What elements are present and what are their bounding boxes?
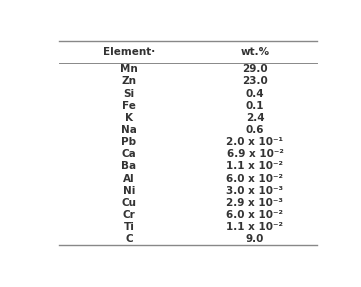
Text: 2.9 x 10⁻³: 2.9 x 10⁻³ (226, 198, 283, 208)
Text: 29.0: 29.0 (242, 64, 268, 74)
Text: 6.0 x 10⁻²: 6.0 x 10⁻² (226, 174, 283, 184)
Text: Cr: Cr (123, 210, 135, 220)
Text: 0.6: 0.6 (246, 125, 264, 135)
Text: Al: Al (123, 174, 135, 184)
Text: 1.1 x 10⁻²: 1.1 x 10⁻² (226, 222, 283, 232)
Text: Zn: Zn (122, 76, 136, 86)
Text: Fe: Fe (122, 101, 136, 111)
Text: 23.0: 23.0 (242, 76, 268, 86)
Text: Ni: Ni (123, 186, 135, 196)
Text: 6.9 x 10⁻²: 6.9 x 10⁻² (226, 149, 283, 159)
Text: K: K (125, 113, 133, 123)
Text: 9.0: 9.0 (246, 234, 264, 245)
Text: 0.1: 0.1 (246, 101, 264, 111)
Text: Mn: Mn (120, 64, 138, 74)
Text: Si: Si (123, 89, 135, 98)
Text: Ba: Ba (122, 162, 136, 171)
Text: 3.0 x 10⁻³: 3.0 x 10⁻³ (226, 186, 283, 196)
Text: wt.%: wt.% (240, 47, 270, 57)
Text: 2.4: 2.4 (245, 113, 264, 123)
Text: 6.0 x 10⁻²: 6.0 x 10⁻² (226, 210, 283, 220)
Text: 2.0 x 10⁻¹: 2.0 x 10⁻¹ (226, 137, 283, 147)
Text: Ca: Ca (122, 149, 136, 159)
Text: Ti: Ti (123, 222, 135, 232)
Text: Element·: Element· (103, 47, 155, 57)
Text: Pb: Pb (122, 137, 136, 147)
Text: 1.1 x 10⁻²: 1.1 x 10⁻² (226, 162, 283, 171)
Text: C: C (125, 234, 133, 245)
Text: Na: Na (121, 125, 137, 135)
Text: 0.4: 0.4 (245, 89, 264, 98)
Text: Cu: Cu (122, 198, 136, 208)
